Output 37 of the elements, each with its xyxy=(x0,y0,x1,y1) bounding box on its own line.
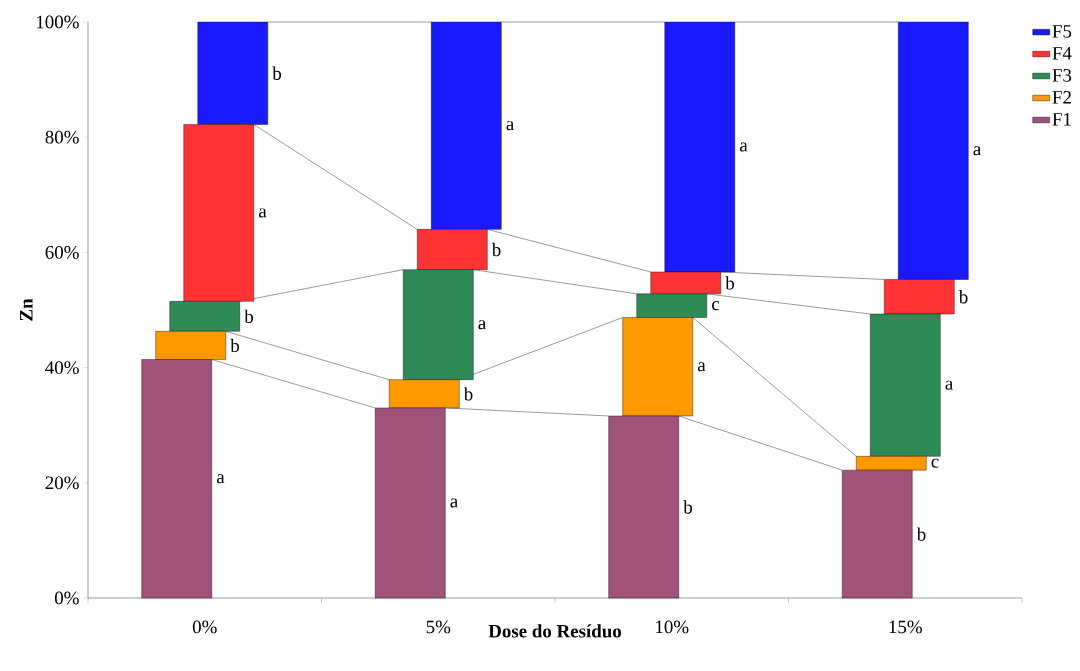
x-axis-title: Dose do Resíduo xyxy=(488,624,622,638)
data-label: a xyxy=(216,474,225,484)
data-label: b xyxy=(683,500,693,514)
legend-label: F2 xyxy=(1052,91,1071,104)
legend-label: F3 xyxy=(1052,69,1072,82)
y-tick-label: 0% xyxy=(54,591,79,605)
data-label: b xyxy=(272,66,282,80)
data-label: a xyxy=(258,208,267,218)
x-tick-label: 15% xyxy=(889,620,922,634)
legend-label: F4 xyxy=(1052,47,1072,60)
legend-label: F5 xyxy=(1052,25,1072,38)
data-label: a xyxy=(697,362,706,372)
x-tick-label: 5% xyxy=(426,620,451,634)
data-label: b xyxy=(958,290,968,304)
y-tick-label: 20% xyxy=(45,476,79,490)
y-tick-label: 100% xyxy=(36,15,79,29)
y-axis-title: Zn xyxy=(20,298,33,321)
y-tick-label: 80% xyxy=(45,130,79,144)
data-label: a xyxy=(945,380,953,390)
data-label: c xyxy=(931,458,939,468)
data-label: a xyxy=(740,142,748,152)
data-label: b xyxy=(244,309,254,323)
data-label: a xyxy=(450,498,458,508)
y-tick-label: 60% xyxy=(45,245,79,259)
x-tick-label: 0% xyxy=(192,620,217,634)
legend-label: F1 xyxy=(1052,113,1071,126)
data-label: b xyxy=(916,527,926,541)
x-tick-label: 10% xyxy=(656,620,689,634)
data-label: b xyxy=(491,242,501,257)
data-label: b xyxy=(463,387,473,401)
data-label: a xyxy=(973,146,981,156)
data-label: a xyxy=(478,320,486,330)
data-label: c xyxy=(712,301,720,311)
data-label: b xyxy=(230,338,240,353)
y-tick-label: 40% xyxy=(45,361,79,375)
data-label: b xyxy=(725,276,735,290)
data-label: a xyxy=(506,121,514,131)
